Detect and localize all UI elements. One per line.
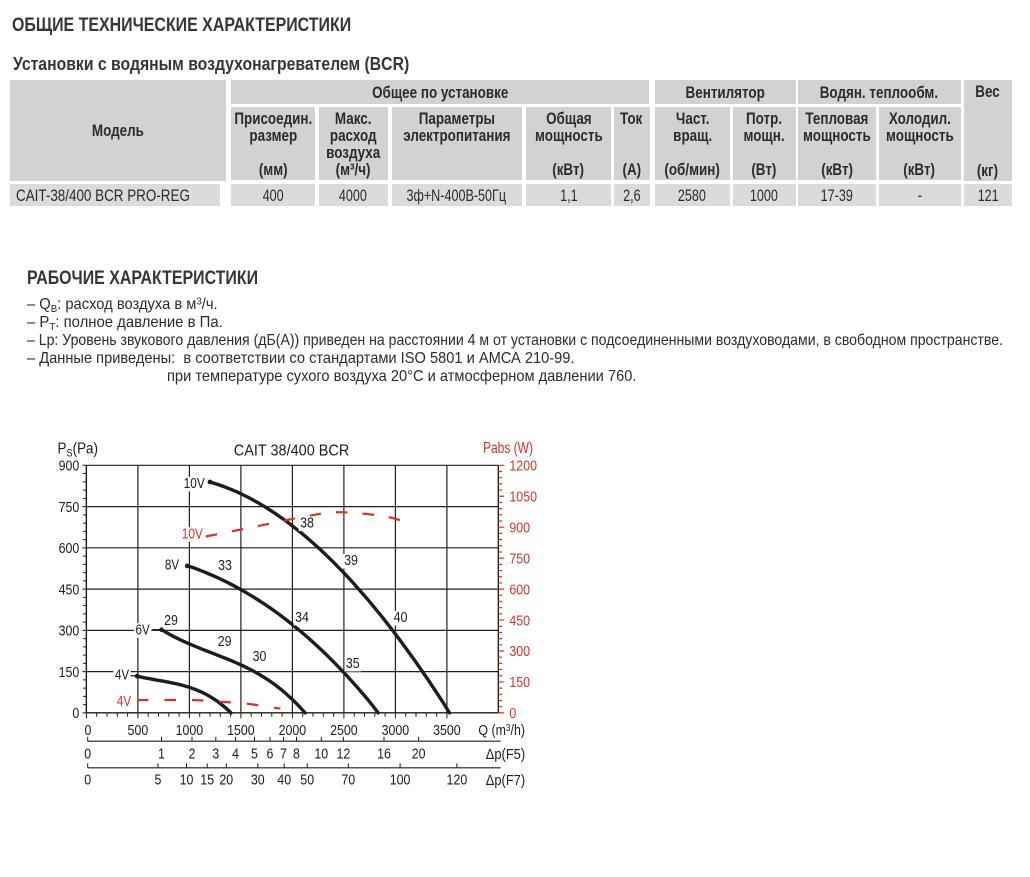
svg-text:600: 600	[59, 541, 80, 557]
svg-text:33: 33	[218, 558, 232, 574]
svg-text:8V: 8V	[165, 558, 179, 574]
svg-text:0: 0	[85, 723, 92, 739]
svg-text:PS(Pa): PS(Pa)	[58, 441, 99, 460]
svg-text:300: 300	[59, 624, 80, 640]
svg-text:10: 10	[314, 747, 328, 763]
svg-text:150: 150	[509, 675, 530, 691]
svg-text:30: 30	[253, 649, 267, 665]
svg-text:600: 600	[509, 582, 530, 598]
svg-text:15: 15	[200, 773, 214, 789]
svg-text:2000: 2000	[279, 723, 307, 739]
svg-text:70: 70	[341, 773, 355, 789]
svg-text:20: 20	[412, 747, 426, 763]
svg-text:20: 20	[219, 773, 233, 789]
svg-text:0: 0	[72, 706, 79, 722]
svg-text:500: 500	[128, 723, 149, 739]
svg-text:1200: 1200	[509, 459, 537, 475]
svg-text:10: 10	[180, 773, 194, 789]
svg-text:0: 0	[84, 773, 91, 789]
svg-text:12: 12	[337, 747, 351, 763]
svg-text:Δp(F7): Δp(F7)	[486, 772, 525, 789]
svg-text:8: 8	[293, 747, 300, 763]
svg-text:1: 1	[158, 747, 165, 763]
svg-text:150: 150	[59, 665, 80, 681]
svg-text:6: 6	[267, 747, 274, 763]
svg-text:900: 900	[59, 459, 80, 475]
svg-text:Δp(F5): Δp(F5)	[486, 746, 525, 763]
svg-text:34: 34	[295, 610, 309, 626]
svg-text:3000: 3000	[382, 723, 410, 739]
svg-text:6V: 6V	[136, 623, 150, 639]
svg-text:40: 40	[277, 773, 291, 789]
svg-text:300: 300	[509, 644, 530, 660]
svg-text:1500: 1500	[227, 723, 255, 739]
svg-text:450: 450	[509, 613, 530, 629]
svg-text:2500: 2500	[330, 723, 358, 739]
svg-text:1050: 1050	[509, 490, 537, 506]
svg-text:2: 2	[189, 747, 196, 763]
svg-text:750: 750	[59, 500, 80, 516]
svg-text:0: 0	[84, 747, 91, 763]
svg-text:10V: 10V	[182, 526, 203, 542]
svg-text:CAIT 38/400 BCR: CAIT 38/400 BCR	[234, 443, 349, 460]
svg-text:7: 7	[280, 747, 287, 763]
svg-text:4: 4	[232, 747, 239, 763]
svg-text:35: 35	[346, 656, 360, 672]
svg-text:Q (m3/h): Q (m3/h)	[478, 722, 525, 739]
svg-text:16: 16	[377, 747, 391, 763]
svg-text:29: 29	[164, 613, 178, 629]
svg-text:120: 120	[447, 773, 468, 789]
svg-text:40: 40	[394, 610, 408, 626]
svg-text:4V: 4V	[117, 694, 131, 710]
svg-text:5: 5	[251, 747, 258, 763]
svg-text:Pabs (W): Pabs (W)	[483, 440, 533, 457]
svg-text:39: 39	[344, 553, 358, 569]
svg-text:29: 29	[218, 634, 232, 650]
svg-text:900: 900	[509, 520, 530, 536]
svg-text:30: 30	[251, 773, 265, 789]
svg-text:3: 3	[212, 747, 219, 763]
svg-text:3500: 3500	[433, 723, 461, 739]
svg-text:5: 5	[155, 773, 162, 789]
svg-text:50: 50	[300, 773, 314, 789]
svg-text:10V: 10V	[184, 476, 205, 492]
svg-text:450: 450	[59, 582, 80, 598]
svg-text:38: 38	[300, 516, 314, 532]
svg-text:1000: 1000	[176, 723, 204, 739]
svg-text:100: 100	[390, 773, 411, 789]
svg-text:4V: 4V	[115, 667, 129, 683]
svg-text:0: 0	[509, 706, 516, 722]
svg-text:750: 750	[509, 551, 530, 567]
